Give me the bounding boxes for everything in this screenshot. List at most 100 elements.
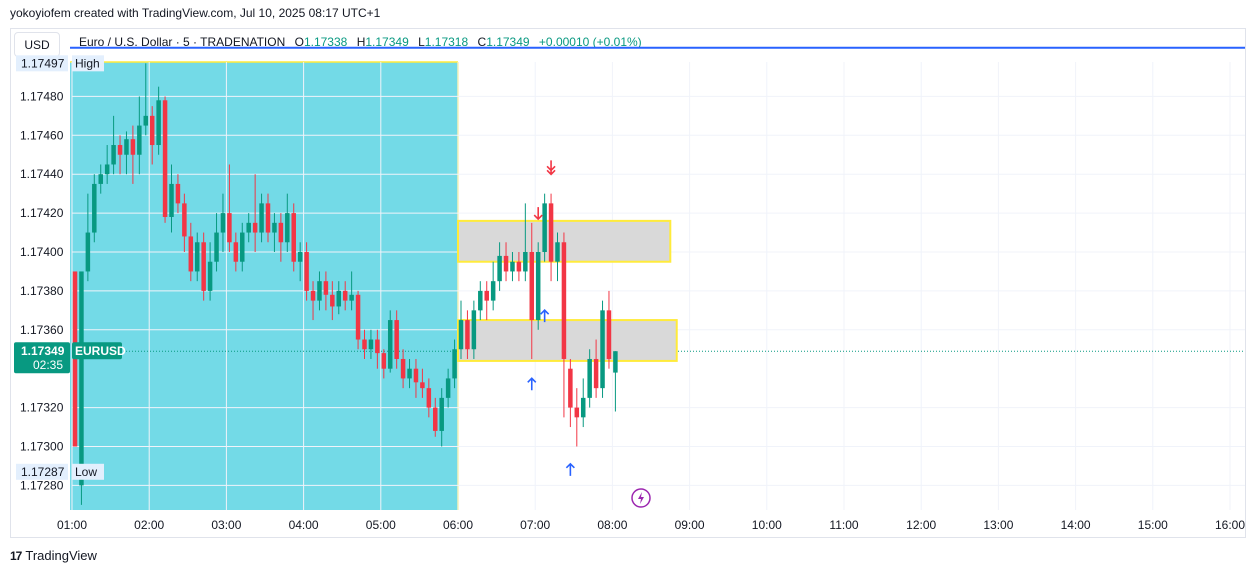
candle-body xyxy=(497,255,502,282)
candle-body xyxy=(452,349,457,379)
candle-body xyxy=(362,339,367,350)
candle-body xyxy=(201,242,206,291)
high-value: 1.17349 xyxy=(365,35,409,49)
candle-body xyxy=(478,290,483,311)
candle-body xyxy=(214,232,219,262)
candle-body xyxy=(278,222,284,243)
candle-body xyxy=(194,242,200,272)
x-tick-label: 09:00 xyxy=(675,518,705,532)
session-shade xyxy=(70,62,458,510)
candle-body xyxy=(387,320,393,369)
candle-body xyxy=(381,353,387,369)
x-tick-label: 05:00 xyxy=(366,518,396,532)
chart-attribution: yokoyiofem created with TradingView.com,… xyxy=(10,6,381,20)
candle-body xyxy=(259,203,264,233)
candle-body xyxy=(555,242,560,262)
x-tick-label: 10:00 xyxy=(752,518,782,532)
candle-body xyxy=(79,271,84,486)
candle-body xyxy=(117,145,123,155)
high-tag-label: High xyxy=(75,56,100,70)
y-tick-label: 1.17400 xyxy=(20,245,64,259)
candle-body xyxy=(336,290,342,307)
candle-body xyxy=(272,222,277,233)
candle-body xyxy=(523,252,528,272)
candle-body xyxy=(104,164,110,175)
candle-body xyxy=(111,145,116,165)
tradingview-brand[interactable]: 17 TradingView xyxy=(10,548,97,563)
currency-button[interactable]: USD xyxy=(14,32,60,57)
change-value: +0.00010 (+0.01%) xyxy=(538,35,642,49)
candle-body xyxy=(593,358,599,389)
candle-body xyxy=(297,252,303,262)
candle-body xyxy=(561,242,567,359)
candle-body xyxy=(510,261,515,272)
candle-body xyxy=(92,183,97,233)
candle-body xyxy=(207,261,213,291)
close-label: C xyxy=(477,35,487,49)
candle-body xyxy=(484,290,489,301)
y-tick-label: 1.17380 xyxy=(20,284,64,298)
candle-body xyxy=(85,232,91,272)
high-price-badge xyxy=(16,55,68,72)
x-tick-label: 06:00 xyxy=(443,518,473,532)
candle-body xyxy=(342,290,348,301)
y-tick-label: 1.17460 xyxy=(20,128,64,142)
candle-body xyxy=(407,368,412,379)
candle-body xyxy=(265,203,271,233)
symbol-legend: Euro / U.S. Dollar · 5 · TRADENATION O1.… xyxy=(79,35,642,49)
candle-body xyxy=(465,320,470,350)
candle-body xyxy=(445,378,451,398)
candle-body xyxy=(529,252,535,321)
y-tick-label: 1.17300 xyxy=(20,440,64,454)
buy-arrow-icon xyxy=(565,462,575,476)
double-sell-arrow-icon xyxy=(546,160,556,176)
x-tick-label: 01:00 xyxy=(57,518,87,532)
candle-body xyxy=(574,407,580,418)
candle-body xyxy=(587,358,592,398)
candle-body xyxy=(143,115,149,126)
candle-body xyxy=(503,255,509,272)
candle-body xyxy=(323,281,329,295)
candle-body xyxy=(516,261,522,272)
candle-body xyxy=(580,397,586,418)
y-tick-label: 1.17480 xyxy=(20,89,64,103)
candle-body xyxy=(542,203,547,252)
candle-body xyxy=(355,294,361,340)
candle-body xyxy=(375,339,380,354)
tradingview-brand-text: TradingView xyxy=(25,548,97,563)
zone-box-2 xyxy=(457,319,678,362)
y-tick-label: 1.17360 xyxy=(20,323,64,337)
candle-body xyxy=(606,310,612,359)
candle-body xyxy=(175,183,181,204)
candle-body xyxy=(420,382,425,389)
high-price-value: 1.17497 xyxy=(21,56,65,70)
candle-body xyxy=(310,290,316,301)
candle-body xyxy=(568,368,573,408)
candle-body xyxy=(124,139,129,155)
low-price-value: 1.17287 xyxy=(21,465,65,479)
low-tag-badge xyxy=(72,463,104,480)
x-tick-label: 07:00 xyxy=(520,518,550,532)
candle-body xyxy=(220,213,226,233)
candle-body xyxy=(137,125,142,155)
candle-body xyxy=(240,232,245,262)
symbol-tag-badge xyxy=(72,342,122,360)
y-tick-label: 1.17440 xyxy=(20,167,64,181)
candle-body xyxy=(471,310,477,350)
countdown-timer: 02:35 xyxy=(33,358,63,372)
candle-body xyxy=(130,139,136,155)
candle-body xyxy=(169,183,174,217)
x-tick-label: 13:00 xyxy=(983,518,1013,532)
open-value: 1.17338 xyxy=(303,35,348,49)
candle-body xyxy=(368,339,374,350)
chart-frame xyxy=(10,28,1246,538)
y-tick-label: 1.17320 xyxy=(20,401,64,415)
candle-body xyxy=(613,351,618,373)
low-tag-label: Low xyxy=(75,465,97,479)
candle-body xyxy=(490,281,496,301)
y-tick-label: 1.17280 xyxy=(20,478,64,492)
candle-body xyxy=(188,236,194,272)
candle-body xyxy=(439,397,444,431)
candle-body xyxy=(400,358,406,379)
